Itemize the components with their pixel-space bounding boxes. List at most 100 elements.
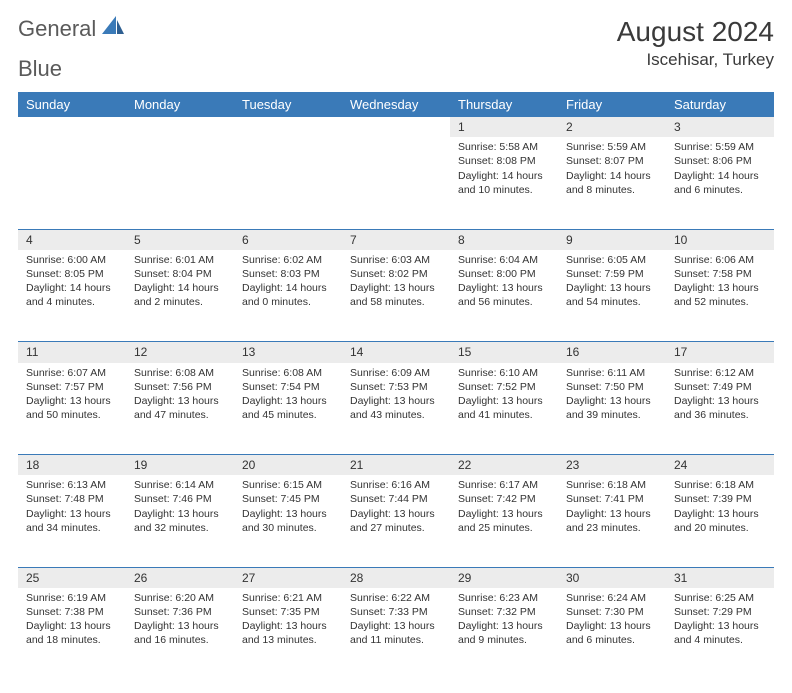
daylight-text: Daylight: 14 hours and 10 minutes. — [458, 169, 550, 197]
week-body-row: Sunrise: 6:13 AMSunset: 7:48 PMDaylight:… — [18, 475, 774, 564]
day-body-cell: Sunrise: 6:14 AMSunset: 7:46 PMDaylight:… — [126, 475, 234, 564]
day-body-cell: Sunrise: 6:24 AMSunset: 7:30 PMDaylight:… — [558, 588, 666, 677]
day-body-cell: Sunrise: 6:12 AMSunset: 7:49 PMDaylight:… — [666, 363, 774, 452]
day-number-cell: 16 — [558, 342, 666, 363]
day-number-cell: 14 — [342, 342, 450, 363]
day-number-cell: 25 — [18, 567, 126, 588]
sunrise-text: Sunrise: 6:04 AM — [458, 253, 550, 267]
sunrise-text: Sunrise: 5:58 AM — [458, 140, 550, 154]
sunrise-text: Sunrise: 6:19 AM — [26, 591, 118, 605]
sunrise-text: Sunrise: 6:25 AM — [674, 591, 766, 605]
day-number-cell: 7 — [342, 229, 450, 250]
day-number-cell: 13 — [234, 342, 342, 363]
day-number-cell — [18, 117, 126, 137]
daylight-text: Daylight: 14 hours and 6 minutes. — [674, 169, 766, 197]
daylight-text: Daylight: 13 hours and 16 minutes. — [134, 619, 226, 647]
day-body-cell: Sunrise: 6:18 AMSunset: 7:41 PMDaylight:… — [558, 475, 666, 564]
day-number-cell: 26 — [126, 567, 234, 588]
sunset-text: Sunset: 8:02 PM — [350, 267, 442, 281]
day-number-cell: 9 — [558, 229, 666, 250]
day-number-cell: 30 — [558, 567, 666, 588]
week-body-row: Sunrise: 6:00 AMSunset: 8:05 PMDaylight:… — [18, 250, 774, 339]
sunset-text: Sunset: 7:53 PM — [350, 380, 442, 394]
daylight-text: Daylight: 14 hours and 0 minutes. — [242, 281, 334, 309]
sunset-text: Sunset: 7:59 PM — [566, 267, 658, 281]
day-body-cell: Sunrise: 6:16 AMSunset: 7:44 PMDaylight:… — [342, 475, 450, 564]
day-number-cell: 4 — [18, 229, 126, 250]
day-number-cell: 6 — [234, 229, 342, 250]
daylight-text: Daylight: 14 hours and 2 minutes. — [134, 281, 226, 309]
sunset-text: Sunset: 7:39 PM — [674, 492, 766, 506]
daylight-text: Daylight: 13 hours and 50 minutes. — [26, 394, 118, 422]
day-body-cell: Sunrise: 6:10 AMSunset: 7:52 PMDaylight:… — [450, 363, 558, 452]
daylight-text: Daylight: 13 hours and 13 minutes. — [242, 619, 334, 647]
sunset-text: Sunset: 7:58 PM — [674, 267, 766, 281]
day-header-row: SundayMondayTuesdayWednesdayThursdayFrid… — [18, 92, 774, 117]
daylight-text: Daylight: 13 hours and 18 minutes. — [26, 619, 118, 647]
sunrise-text: Sunrise: 6:11 AM — [566, 366, 658, 380]
daylight-text: Daylight: 13 hours and 47 minutes. — [134, 394, 226, 422]
sunrise-text: Sunrise: 6:17 AM — [458, 478, 550, 492]
day-body-cell: Sunrise: 6:08 AMSunset: 7:56 PMDaylight:… — [126, 363, 234, 452]
day-body-cell: Sunrise: 6:25 AMSunset: 7:29 PMDaylight:… — [666, 588, 774, 677]
day-number-cell: 21 — [342, 455, 450, 476]
day-number-cell — [234, 117, 342, 137]
week-daynum-row: 18192021222324 — [18, 455, 774, 476]
daylight-text: Daylight: 14 hours and 4 minutes. — [26, 281, 118, 309]
sunrise-text: Sunrise: 6:12 AM — [674, 366, 766, 380]
day-body-cell: Sunrise: 6:07 AMSunset: 7:57 PMDaylight:… — [18, 363, 126, 452]
day-body-cell: Sunrise: 6:13 AMSunset: 7:48 PMDaylight:… — [18, 475, 126, 564]
week-daynum-row: 45678910 — [18, 229, 774, 250]
daylight-text: Daylight: 13 hours and 52 minutes. — [674, 281, 766, 309]
day-number-cell: 17 — [666, 342, 774, 363]
sail-icon — [100, 16, 124, 42]
day-body-cell: Sunrise: 6:09 AMSunset: 7:53 PMDaylight:… — [342, 363, 450, 452]
week-body-row: Sunrise: 6:07 AMSunset: 7:57 PMDaylight:… — [18, 363, 774, 452]
day-body-cell: Sunrise: 5:59 AMSunset: 8:07 PMDaylight:… — [558, 137, 666, 226]
day-number-cell: 11 — [18, 342, 126, 363]
sunrise-text: Sunrise: 6:23 AM — [458, 591, 550, 605]
sunrise-text: Sunrise: 6:02 AM — [242, 253, 334, 267]
day-body-cell: Sunrise: 6:21 AMSunset: 7:35 PMDaylight:… — [234, 588, 342, 677]
daylight-text: Daylight: 13 hours and 27 minutes. — [350, 507, 442, 535]
sunrise-text: Sunrise: 6:00 AM — [26, 253, 118, 267]
week-daynum-row: 11121314151617 — [18, 342, 774, 363]
day-number-cell: 20 — [234, 455, 342, 476]
sunset-text: Sunset: 7:35 PM — [242, 605, 334, 619]
day-header: Friday — [558, 92, 666, 117]
day-header: Saturday — [666, 92, 774, 117]
daylight-text: Daylight: 13 hours and 58 minutes. — [350, 281, 442, 309]
calendar-page: General August 2024 Iscehisar, Turkey Bl… — [0, 0, 792, 693]
sunset-text: Sunset: 7:36 PM — [134, 605, 226, 619]
day-header: Tuesday — [234, 92, 342, 117]
daylight-text: Daylight: 13 hours and 45 minutes. — [242, 394, 334, 422]
sunrise-text: Sunrise: 6:16 AM — [350, 478, 442, 492]
day-body-cell: Sunrise: 5:59 AMSunset: 8:06 PMDaylight:… — [666, 137, 774, 226]
daylight-text: Daylight: 13 hours and 23 minutes. — [566, 507, 658, 535]
day-number-cell: 2 — [558, 117, 666, 137]
day-body-cell: Sunrise: 6:11 AMSunset: 7:50 PMDaylight:… — [558, 363, 666, 452]
day-number-cell: 3 — [666, 117, 774, 137]
day-body-cell: Sunrise: 6:03 AMSunset: 8:02 PMDaylight:… — [342, 250, 450, 339]
day-number-cell: 10 — [666, 229, 774, 250]
day-number-cell: 8 — [450, 229, 558, 250]
sunset-text: Sunset: 7:45 PM — [242, 492, 334, 506]
sunset-text: Sunset: 8:06 PM — [674, 154, 766, 168]
sunrise-text: Sunrise: 6:22 AM — [350, 591, 442, 605]
daylight-text: Daylight: 13 hours and 9 minutes. — [458, 619, 550, 647]
sunset-text: Sunset: 7:52 PM — [458, 380, 550, 394]
day-number-cell — [126, 117, 234, 137]
sunset-text: Sunset: 7:33 PM — [350, 605, 442, 619]
sunset-text: Sunset: 8:07 PM — [566, 154, 658, 168]
sunset-text: Sunset: 8:04 PM — [134, 267, 226, 281]
sunset-text: Sunset: 7:32 PM — [458, 605, 550, 619]
sunrise-text: Sunrise: 6:20 AM — [134, 591, 226, 605]
day-body-cell: Sunrise: 6:22 AMSunset: 7:33 PMDaylight:… — [342, 588, 450, 677]
sunrise-text: Sunrise: 6:13 AM — [26, 478, 118, 492]
daylight-text: Daylight: 13 hours and 6 minutes. — [566, 619, 658, 647]
sunrise-text: Sunrise: 6:24 AM — [566, 591, 658, 605]
daylight-text: Daylight: 13 hours and 4 minutes. — [674, 619, 766, 647]
sunset-text: Sunset: 7:54 PM — [242, 380, 334, 394]
day-body-cell: Sunrise: 6:18 AMSunset: 7:39 PMDaylight:… — [666, 475, 774, 564]
day-number-cell: 22 — [450, 455, 558, 476]
